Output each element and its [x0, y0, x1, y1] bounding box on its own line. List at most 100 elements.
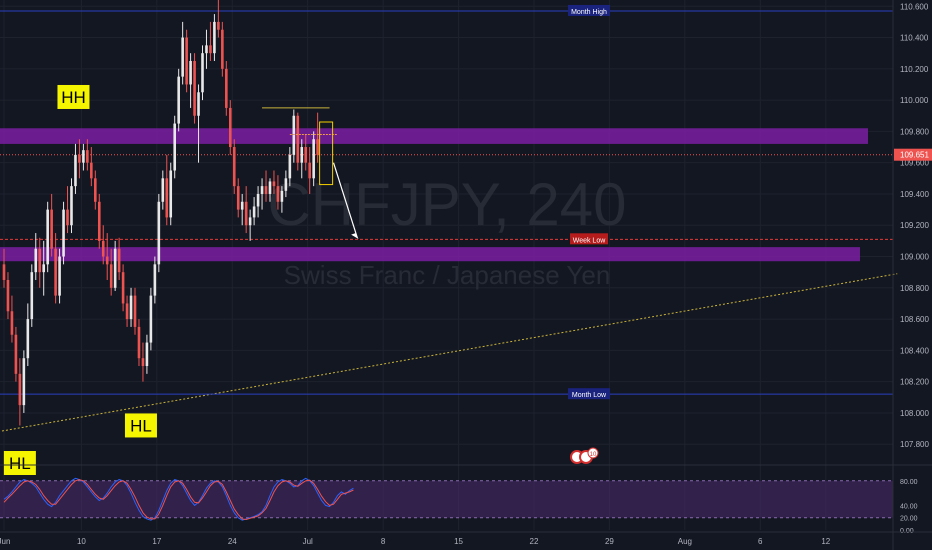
swing-label-box [3, 451, 36, 475]
time-tick-label: 6 [758, 537, 763, 546]
candle-body [86, 150, 89, 163]
time-tick-label: 12 [821, 537, 830, 546]
candle-body [161, 178, 165, 202]
oscillator-d-line [3, 479, 354, 521]
candle-body [280, 190, 284, 202]
candle-body [232, 147, 236, 187]
candle-body [50, 209, 53, 249]
price-tick-label: 108.000 [900, 409, 929, 418]
watermark-symbol: CHFJPY, 240 [267, 171, 626, 238]
candle-body [10, 311, 14, 335]
price-tick-label: 108.200 [900, 378, 929, 387]
current-price-label: 109.651 [900, 151, 929, 160]
month-high-label: Month High [571, 9, 607, 16]
month-low-label: Month Low [572, 392, 607, 399]
candle-body [177, 76, 180, 124]
candle-body [74, 154, 77, 187]
price-tick-label: 108.400 [900, 346, 929, 355]
candle-body [225, 68, 228, 108]
candle-body [97, 201, 101, 241]
time-tick-label: 15 [454, 537, 463, 546]
price-tick-label: 107.800 [900, 440, 929, 449]
candle-body [205, 45, 208, 54]
candle-body [308, 162, 311, 179]
price-tick-label: 110.200 [900, 65, 929, 74]
candle-body [213, 21, 216, 54]
projection-arrow [332, 162, 358, 238]
ascending-trendline [0, 273, 898, 432]
candle-body [101, 240, 105, 257]
event-icons: 10 [570, 447, 599, 464]
candle-body [70, 186, 73, 226]
candle-body [264, 186, 268, 194]
candle-body [244, 201, 248, 226]
candle-body [18, 373, 22, 406]
candle-body [125, 303, 129, 320]
price-tick-label: 109.800 [900, 127, 929, 136]
candle-body [34, 248, 38, 273]
price-tick-label: 108.600 [900, 315, 929, 324]
candle-body [316, 139, 319, 155]
candle-body [82, 150, 85, 163]
candle-body [153, 264, 157, 296]
candle-body [157, 201, 161, 265]
price-tick-label: 109.400 [900, 190, 929, 199]
candle-body [54, 248, 57, 296]
week-low-label-box [570, 233, 608, 245]
candle-body [109, 264, 113, 288]
time-tick-label: 24 [228, 537, 237, 546]
watermark-name: Swiss Franc / Japanese Yen [284, 260, 611, 290]
candle-body [78, 154, 81, 163]
candle-body [300, 147, 304, 163]
candle-body [236, 186, 240, 210]
candle-body [121, 272, 125, 304]
candle-body [209, 45, 212, 54]
price-tick-label: 110.600 [900, 2, 929, 11]
candle-body [105, 256, 109, 265]
time-tick-label: 29 [605, 537, 614, 546]
candle-body [6, 279, 10, 312]
month-high-label-box [568, 4, 610, 16]
time-tick-label: 8 [381, 537, 386, 546]
oscillator-tick-label: 20.00 [900, 516, 918, 523]
event-count-badge [587, 447, 599, 459]
candle-body [288, 154, 292, 179]
candle-body [185, 37, 188, 85]
candle-body [42, 264, 45, 273]
candle-body [149, 295, 153, 343]
candle-body [240, 201, 244, 210]
oscillator-pane [0, 464, 932, 521]
candle-body [312, 139, 315, 179]
time-tick-label: 22 [530, 537, 539, 546]
zones [0, 128, 868, 262]
week-low-label: Week Low [573, 237, 606, 244]
candles [2, 0, 319, 426]
time-tick-label: Jul [303, 537, 313, 546]
candle-body [248, 217, 252, 226]
event-count-label: 10 [590, 452, 597, 458]
candle-body [145, 342, 149, 367]
candle-body [276, 186, 280, 202]
candle-body [137, 326, 141, 359]
candle-body [62, 209, 65, 257]
time-tick-label: 17 [152, 537, 161, 546]
candle-body [304, 147, 308, 163]
price-tick-label: 108.800 [900, 284, 929, 293]
candle-body [292, 115, 296, 155]
candle-body [197, 92, 200, 116]
candle-body [38, 248, 42, 273]
candle-body [14, 334, 18, 374]
candle-body [201, 53, 204, 93]
swing-label: HL [9, 454, 31, 473]
candle-body [181, 37, 184, 77]
current-price-badge [894, 148, 932, 161]
candle-body [113, 248, 117, 288]
candle-body [46, 209, 49, 265]
candle-body [252, 206, 256, 218]
resistance-zone [0, 128, 868, 144]
candle-body [228, 107, 232, 148]
candle-body [268, 181, 272, 194]
levels: Month High Month Low Week Low [0, 4, 898, 432]
